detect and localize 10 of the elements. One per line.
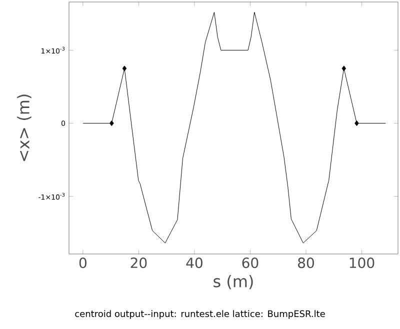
x-tick-label: 100 [350,258,374,268]
x-tick-label: 40 [186,258,202,268]
x-tick-label: 20 [130,258,147,268]
text: centroid output--input: runtest.ele lattice: BumpESR.lte [75,310,325,319]
x-tick-label: 0 [79,258,86,268]
y-axis-title: <x> (m) [17,94,32,162]
x-tick-label: 80 [298,258,314,268]
x-tick-label: 60 [242,258,258,268]
x-axis-title: s (m) [214,274,253,290]
line-series [82,12,386,244]
